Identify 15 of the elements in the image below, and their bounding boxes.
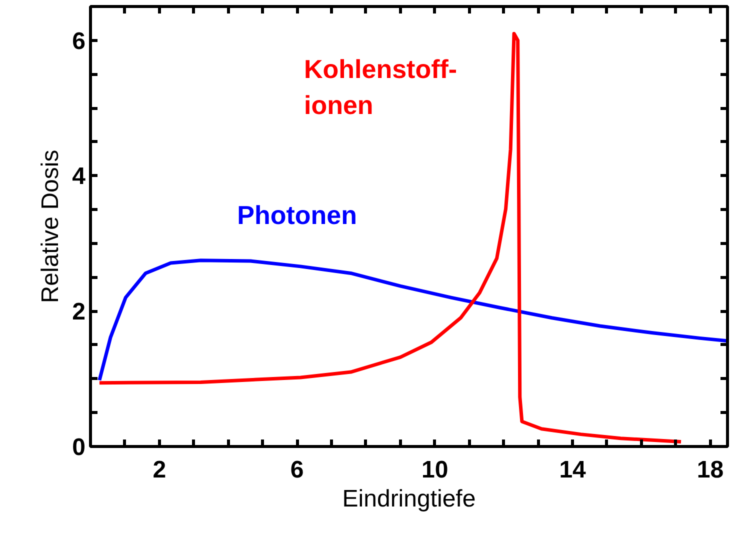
y-tick-label: 2 xyxy=(72,298,86,326)
x-axis-title: Eindringtiefe xyxy=(342,486,476,512)
x-tick-label: 14 xyxy=(559,456,587,484)
y-axis-title: Relative Dosis xyxy=(37,150,64,304)
y-tick-label: 0 xyxy=(72,434,86,461)
series-label: Photonen xyxy=(237,200,358,230)
x-tick-label: 2 xyxy=(152,456,166,484)
line-series xyxy=(98,258,728,382)
line-series xyxy=(98,32,683,444)
y-tick-label: 6 xyxy=(72,28,86,55)
x-tick-label: 10 xyxy=(421,456,448,484)
x-tick-label: 6 xyxy=(290,456,304,484)
y-tick-label: 4 xyxy=(72,163,86,190)
text: Kohlenstoff- ionen xyxy=(304,54,458,120)
x-tick-label: 18 xyxy=(696,456,724,484)
